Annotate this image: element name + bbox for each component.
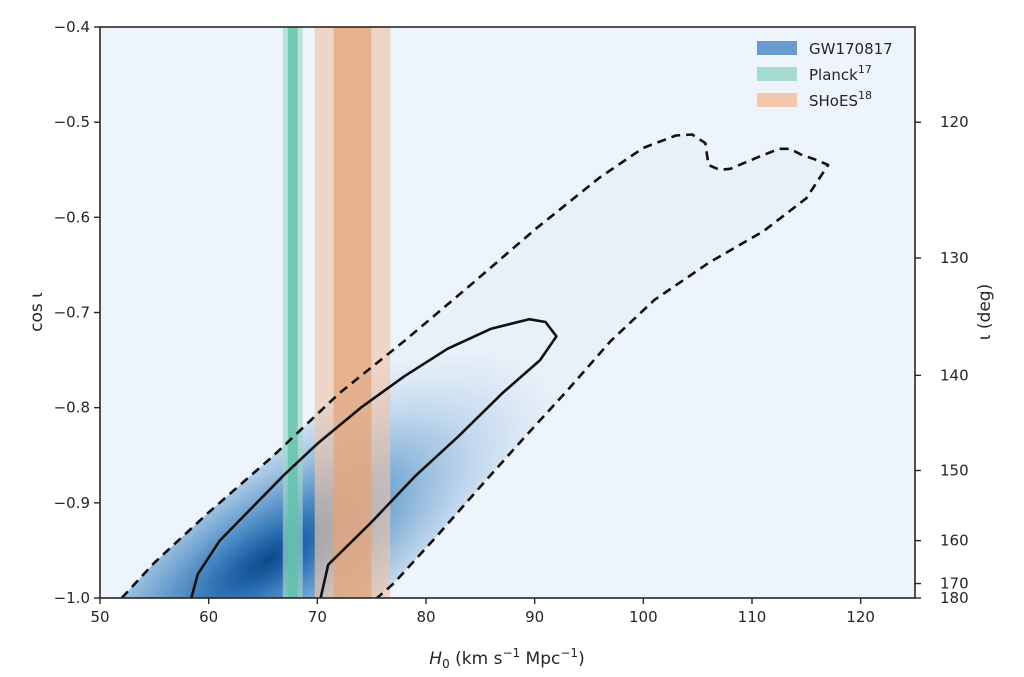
x-tick-label: 70 [308, 608, 327, 626]
legend-label-planck: Planck17 [809, 63, 872, 84]
x-tick-label: 100 [629, 608, 658, 626]
y-tick-label: −0.4 [54, 18, 90, 36]
x-tick-label: 60 [199, 608, 218, 626]
contour-95-line [120, 133, 830, 598]
right-tick-label: 120 [940, 113, 969, 131]
x-tick-label: 80 [416, 608, 435, 626]
y-tick-label: −0.8 [54, 399, 90, 417]
x-axis-label: H0 (km s−1 Mpc−1) [429, 646, 584, 671]
legend-swatch-gw170817 [757, 41, 797, 55]
legend-label-gw170817: GW170817 [809, 40, 893, 58]
right-tick-label: 130 [940, 249, 969, 267]
right-tick-label: 150 [940, 462, 969, 480]
right-tick-label: 140 [940, 366, 969, 384]
y-tick-label: −0.7 [54, 304, 90, 322]
x-tick-label: 50 [90, 608, 109, 626]
right-tick-label: 180 [940, 589, 969, 607]
right-tick-label: 160 [940, 532, 969, 550]
right-tick-label: 170 [940, 575, 969, 593]
shoes-band-1sigma [333, 27, 372, 598]
x-tick-label: 90 [525, 608, 544, 626]
x-tick-label: 110 [738, 608, 767, 626]
right-axis-label: ι (deg) [975, 284, 995, 340]
legend-label-shoes: SHoES18 [809, 89, 872, 110]
planck-band-1sigma [287, 27, 298, 598]
y-axis-label: cos ι [27, 292, 47, 332]
y-tick-label: −0.9 [54, 494, 90, 512]
x-tick-label: 120 [846, 608, 875, 626]
y-tick-label: −1.0 [54, 589, 90, 607]
contour-68-line [190, 317, 558, 598]
y-tick-label: −0.5 [54, 113, 90, 131]
legend-swatch-shoes [757, 93, 797, 107]
legend-swatch-planck [757, 67, 797, 81]
y-tick-label: −0.6 [54, 208, 90, 226]
